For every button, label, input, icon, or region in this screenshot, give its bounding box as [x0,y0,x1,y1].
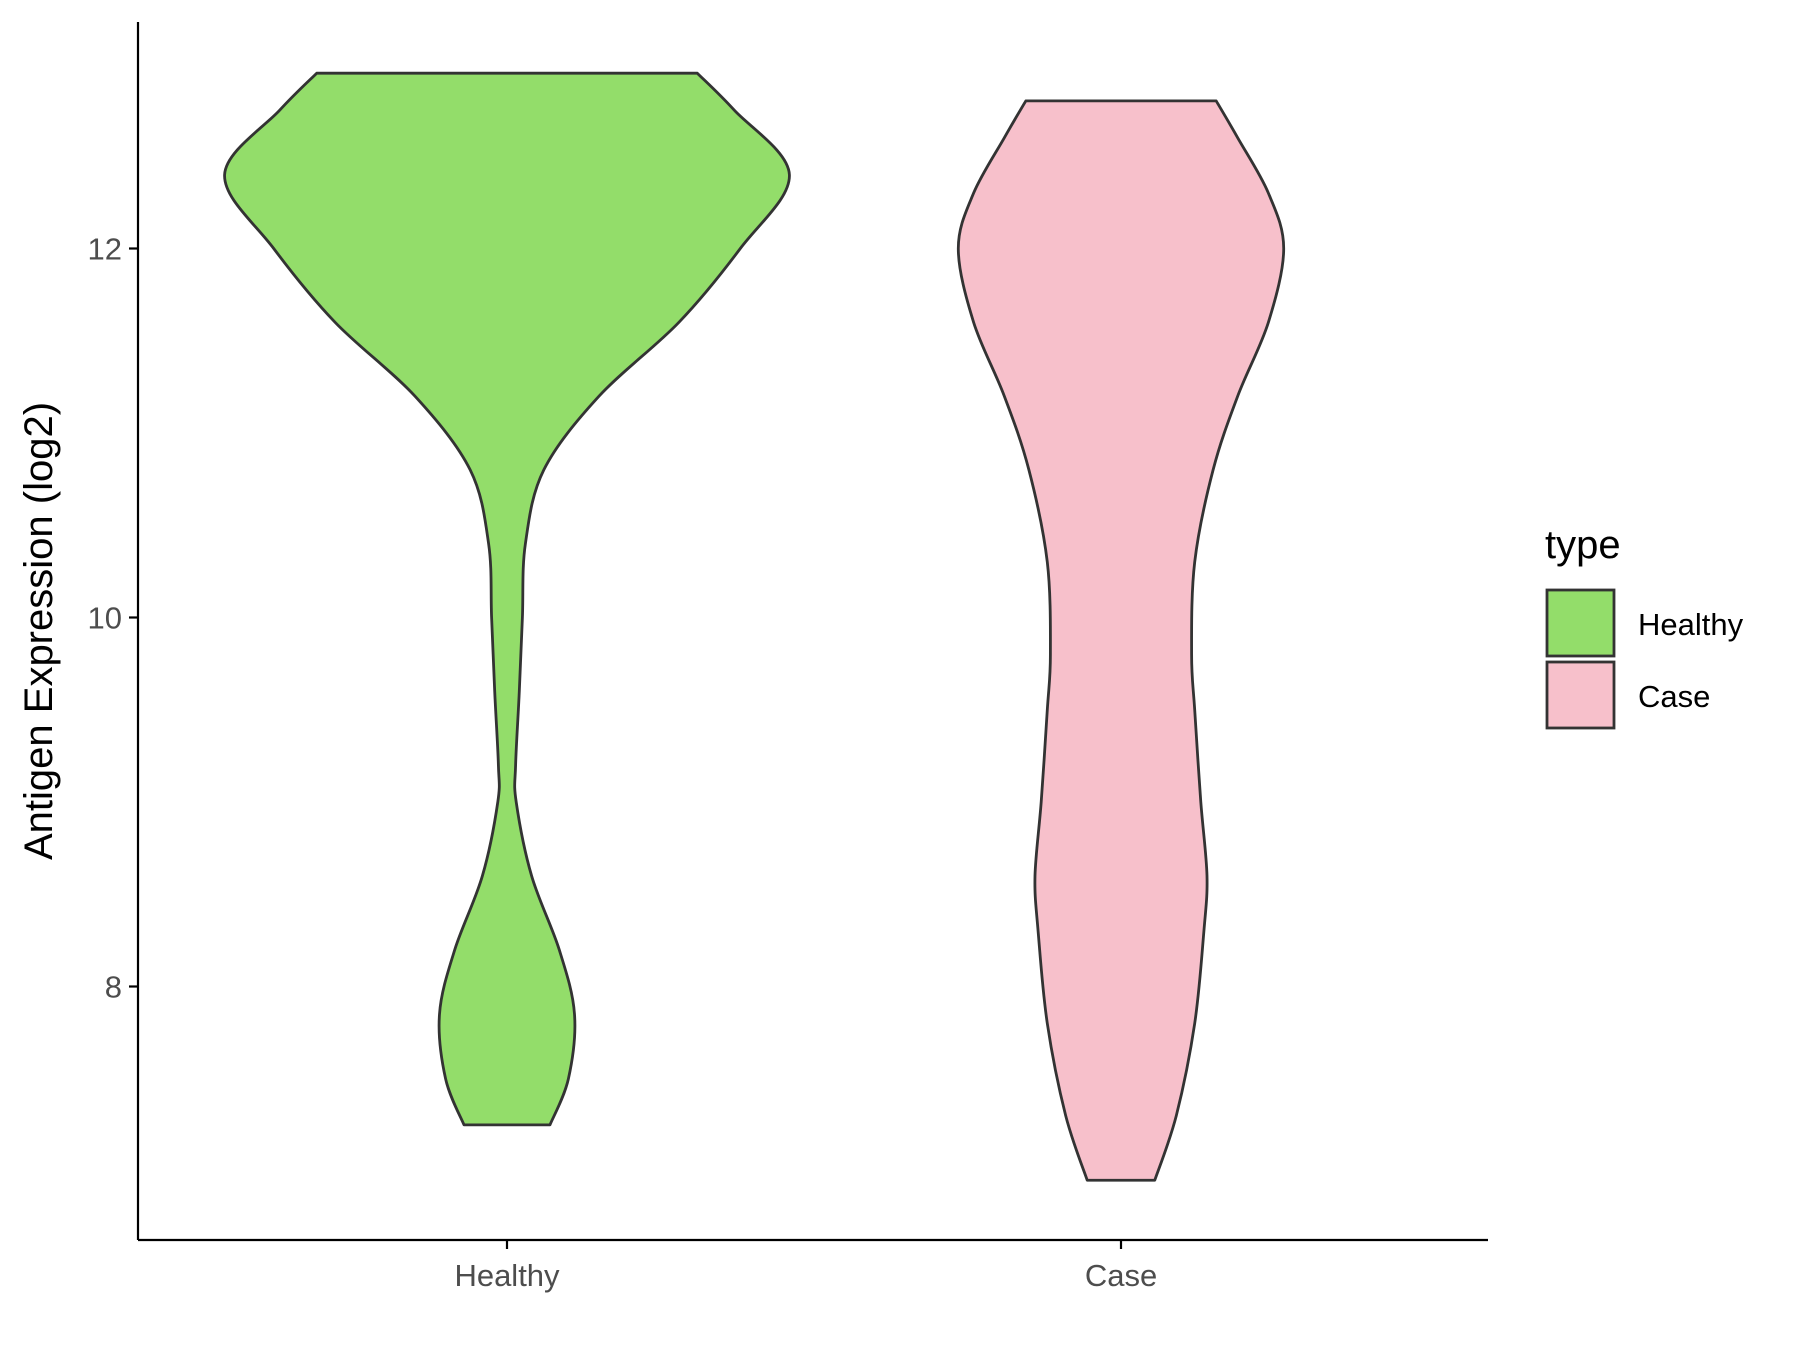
y-axis-title: Antigen Expression (log2) [17,402,61,860]
y-tick-label: 8 [105,970,122,1005]
legend-label-case: Case [1638,679,1710,714]
y-tick-label: 12 [88,232,122,267]
violin-healthy [223,71,791,1127]
legend: type Healthy Case [1545,523,1744,730]
x-tick-label: Case [1085,1258,1157,1293]
legend-label-healthy: Healthy [1638,607,1744,642]
violin-case [956,99,1286,1182]
plot-area [223,71,1286,1182]
legend-swatch-case [1545,660,1616,730]
y-tick-label: 10 [88,601,122,636]
axes: Antigen Expression (log2) 8 10 12 Healthy Ca… [17,22,1488,1293]
legend-swatch-healthy [1545,588,1616,658]
legend-title: type [1545,523,1621,567]
x-tick-label: Healthy [454,1258,560,1293]
